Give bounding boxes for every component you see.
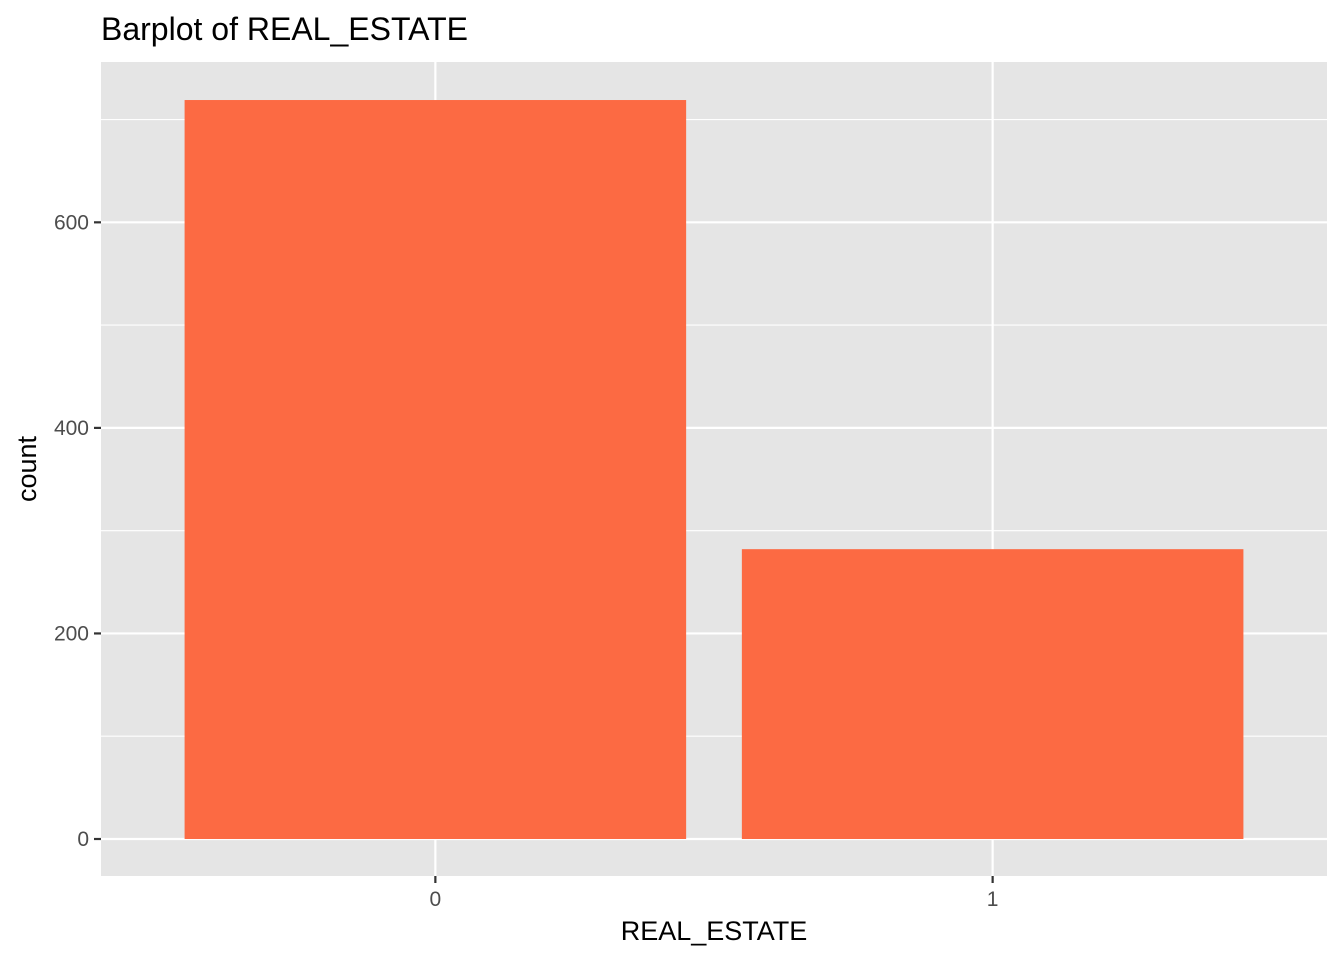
y-tick-label: 200 <box>54 622 89 645</box>
x-axis-title: REAL_ESTATE <box>621 916 808 946</box>
y-tick-label: 600 <box>54 211 89 234</box>
x-tick-label: 0 <box>430 888 442 911</box>
chart-title: Barplot of REAL_ESTATE <box>101 11 468 47</box>
bars <box>184 100 1244 840</box>
y-tick-label: 0 <box>77 828 89 851</box>
bar-1 <box>741 549 1244 839</box>
y-axis: 0 200 400 600 <box>54 211 101 851</box>
x-tick-label: 1 <box>987 888 999 911</box>
y-axis-title: count <box>12 435 42 502</box>
bar-0 <box>184 100 687 840</box>
y-tick-label: 400 <box>54 417 89 440</box>
